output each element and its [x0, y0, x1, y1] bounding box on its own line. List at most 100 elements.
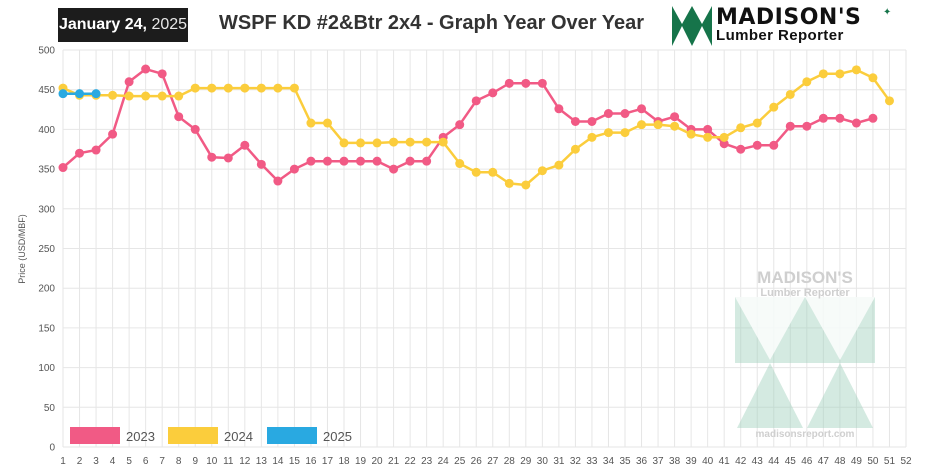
data-point-2023[interactable]	[223, 153, 233, 163]
data-point-2023[interactable]	[504, 78, 514, 88]
data-point-2023[interactable]	[339, 156, 349, 166]
data-point-2023[interactable]	[488, 88, 498, 98]
data-point-2024[interactable]	[537, 166, 547, 176]
data-point-2024[interactable]	[570, 144, 580, 154]
data-point-2023[interactable]	[769, 140, 779, 150]
data-point-2024[interactable]	[273, 83, 283, 93]
data-point-2024[interactable]	[488, 167, 498, 177]
data-point-2024[interactable]	[405, 137, 415, 147]
data-point-2023[interactable]	[835, 113, 845, 123]
data-point-2024[interactable]	[438, 137, 448, 147]
data-point-2023[interactable]	[521, 78, 531, 88]
data-point-2024[interactable]	[174, 91, 184, 101]
data-point-2024[interactable]	[868, 73, 878, 83]
data-point-2023[interactable]	[620, 109, 630, 119]
data-point-2024[interactable]	[141, 91, 151, 101]
data-point-2024[interactable]	[322, 118, 332, 128]
data-point-2024[interactable]	[835, 69, 845, 79]
data-point-2025[interactable]	[58, 89, 68, 99]
data-point-2023[interactable]	[471, 96, 481, 106]
data-point-2023[interactable]	[273, 176, 283, 186]
data-point-2024[interactable]	[670, 121, 680, 131]
data-point-2023[interactable]	[422, 156, 432, 166]
data-point-2024[interactable]	[703, 132, 713, 142]
data-point-2023[interactable]	[637, 104, 647, 114]
data-point-2023[interactable]	[174, 112, 184, 122]
data-point-2023[interactable]	[75, 148, 85, 158]
data-point-2023[interactable]	[851, 118, 861, 128]
data-point-2024[interactable]	[124, 91, 134, 101]
data-point-2024[interactable]	[240, 83, 250, 93]
data-point-2024[interactable]	[504, 178, 514, 188]
data-point-2023[interactable]	[207, 152, 217, 162]
data-point-2024[interactable]	[554, 160, 564, 170]
data-point-2024[interactable]	[637, 120, 647, 130]
data-point-2024[interactable]	[587, 132, 597, 142]
data-point-2023[interactable]	[190, 124, 200, 134]
data-point-2024[interactable]	[157, 91, 167, 101]
data-point-2023[interactable]	[58, 163, 68, 173]
data-point-2023[interactable]	[356, 156, 366, 166]
data-point-2024[interactable]	[289, 83, 299, 93]
data-point-2023[interactable]	[322, 156, 332, 166]
data-point-2024[interactable]	[339, 138, 349, 148]
data-point-2023[interactable]	[587, 116, 597, 126]
data-point-2024[interactable]	[752, 118, 762, 128]
data-point-2023[interactable]	[405, 156, 415, 166]
data-point-2024[interactable]	[356, 138, 366, 148]
data-point-2024[interactable]	[785, 89, 795, 99]
data-point-2024[interactable]	[422, 137, 432, 147]
data-point-2023[interactable]	[802, 121, 812, 131]
legend-item-2023[interactable]: 2023	[70, 427, 155, 444]
data-point-2024[interactable]	[521, 180, 531, 190]
data-point-2024[interactable]	[455, 159, 465, 169]
data-point-2024[interactable]	[223, 83, 233, 93]
data-point-2023[interactable]	[670, 112, 680, 122]
data-point-2024[interactable]	[818, 69, 828, 79]
data-point-2024[interactable]	[603, 128, 613, 138]
data-point-2023[interactable]	[719, 139, 729, 149]
data-point-2023[interactable]	[141, 64, 151, 74]
data-point-2023[interactable]	[785, 121, 795, 131]
data-point-2024[interactable]	[736, 123, 746, 133]
data-point-2023[interactable]	[389, 164, 399, 174]
data-point-2024[interactable]	[686, 129, 696, 139]
legend-item-2024[interactable]: 2024	[168, 427, 253, 444]
chart-legend[interactable]: 2023 2024 2025	[70, 427, 352, 444]
data-point-2023[interactable]	[603, 109, 613, 119]
data-point-2024[interactable]	[851, 65, 861, 75]
data-point-2024[interactable]	[256, 83, 266, 93]
data-point-2023[interactable]	[91, 145, 101, 155]
data-point-2023[interactable]	[736, 144, 746, 154]
data-point-2024[interactable]	[884, 96, 894, 106]
data-point-2023[interactable]	[306, 156, 316, 166]
legend-item-2025[interactable]: 2025	[267, 427, 352, 444]
data-point-2024[interactable]	[620, 128, 630, 138]
data-point-2023[interactable]	[108, 129, 118, 139]
data-point-2023[interactable]	[256, 159, 266, 169]
data-point-2024[interactable]	[653, 120, 663, 130]
data-point-2023[interactable]	[818, 113, 828, 123]
data-point-2023[interactable]	[554, 104, 564, 114]
data-point-2023[interactable]	[703, 124, 713, 134]
data-point-2024[interactable]	[719, 132, 729, 142]
data-point-2023[interactable]	[157, 69, 167, 79]
data-point-2024[interactable]	[108, 90, 118, 100]
data-point-2023[interactable]	[372, 156, 382, 166]
data-point-2023[interactable]	[868, 113, 878, 123]
data-point-2024[interactable]	[389, 137, 399, 147]
data-point-2024[interactable]	[306, 118, 316, 128]
data-point-2023[interactable]	[455, 120, 465, 130]
data-point-2024[interactable]	[372, 138, 382, 148]
data-point-2024[interactable]	[802, 77, 812, 87]
data-point-2023[interactable]	[124, 77, 134, 87]
data-point-2023[interactable]	[570, 116, 580, 126]
data-point-2024[interactable]	[471, 167, 481, 177]
data-point-2023[interactable]	[752, 140, 762, 150]
data-point-2025[interactable]	[91, 89, 101, 99]
data-point-2024[interactable]	[190, 83, 200, 93]
data-point-2024[interactable]	[207, 83, 217, 93]
data-point-2024[interactable]	[769, 102, 779, 112]
data-point-2023[interactable]	[289, 164, 299, 174]
data-point-2023[interactable]	[240, 140, 250, 150]
